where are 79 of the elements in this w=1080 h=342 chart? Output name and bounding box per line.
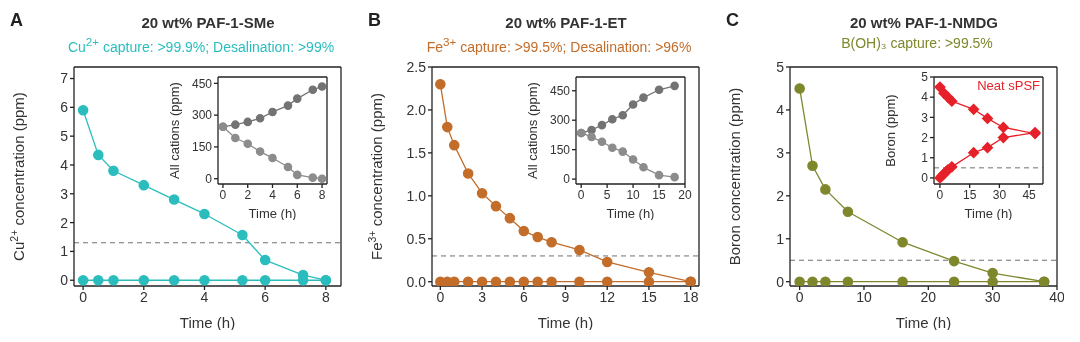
x-tick-label: 40 [1049, 288, 1065, 305]
y-tick-label: 2.0 [406, 101, 427, 118]
x-tick-label: 9 [561, 288, 570, 305]
y-tick-label: 0.0 [406, 273, 427, 290]
x-tick-label: 18 [682, 288, 699, 305]
y-tick-label: 5 [60, 128, 69, 145]
y-tick-label: 0 [205, 171, 213, 186]
x-tick-label: 0 [219, 187, 227, 202]
y-tick-label: 1 [921, 151, 929, 166]
x-axis-title: Time (h) [606, 206, 655, 221]
y-tick-label: 2 [60, 214, 69, 231]
x-tick-label: 15 [962, 187, 977, 202]
x-axis-title: Time (h) [248, 206, 297, 221]
x-tick-label: 6 [293, 187, 301, 202]
x-tick-label: 4 [269, 187, 277, 202]
x-tick-label: 12 [599, 288, 616, 305]
y-tick-label: 6 [60, 99, 69, 116]
y-tick-label: 1 [60, 243, 69, 260]
x-tick-label: 5 [603, 187, 611, 202]
y-tick-label: 0 [921, 171, 929, 186]
y-tick-label: 300 [191, 108, 213, 123]
y-tick-label: 5 [921, 70, 929, 85]
y-tick-label: 300 [549, 113, 571, 128]
x-tick-label: 45 [1022, 187, 1037, 202]
x-tick-label: 8 [318, 187, 326, 202]
annotation: Neat sPSF [977, 78, 1040, 93]
y-tick-label: 3 [921, 110, 929, 125]
x-tick-label: 30 [992, 187, 1007, 202]
x-tick-label: 3 [478, 288, 487, 305]
y-tick-label: 450 [191, 76, 213, 91]
y-tick-label: 0 [563, 172, 571, 187]
y-tick-label: 4 [60, 156, 69, 173]
y-tick-label: 0 [776, 273, 785, 290]
text: C [726, 10, 739, 31]
y-tick-label: 150 [549, 142, 571, 157]
y-axis-title: Boron (ppm) [883, 94, 898, 167]
chart-title: 20 wt% PAF-1-ET [504, 14, 628, 31]
y-axis-title: Boron concentration (ppm) [726, 87, 743, 266]
x-tick-label: 0 [795, 288, 804, 305]
y-tick-label: 7 [60, 70, 69, 87]
y-tick-label: 5 [776, 58, 785, 75]
x-tick-label: 10 [856, 288, 872, 305]
x-tick-label: 0 [577, 187, 585, 202]
x-tick-label: 20 [678, 187, 692, 202]
text: B [368, 10, 381, 31]
chart-subtitle: Fe$^{3+}$ capture: >99.5%; Desalination: >96% [425, 35, 693, 55]
x-tick-label: 0 [936, 187, 944, 202]
y-tick-label: 450 [549, 84, 571, 98]
x-tick-label: 15 [652, 187, 667, 202]
y-tick-label: 3 [776, 144, 785, 161]
x-tick-label: 2 [139, 288, 148, 305]
x-tick-label: 6 [261, 288, 270, 305]
x-tick-label: 30 [984, 288, 1001, 305]
y-tick-label: 150 [191, 140, 213, 155]
y-tick-label: 2 [921, 130, 929, 145]
x-tick-label: 6 [519, 288, 528, 305]
x-tick-label: 8 [321, 288, 330, 305]
chart-title: 20 wt% PAF-1-NMDG [848, 14, 1000, 31]
chart-subtitle: B(OH)₃ capture: >99.5% [840, 35, 994, 51]
chart-title: 20 wt% PAF-1-SMe [140, 14, 276, 31]
y-tick-label: 2.5 [406, 58, 427, 75]
x-tick-label: 15 [641, 288, 657, 305]
x-tick-label: 0 [436, 288, 445, 305]
y-tick-label: 4 [921, 90, 929, 105]
x-tick-label: 0 [79, 288, 88, 305]
text: A [10, 10, 23, 31]
y-tick-label: 0 [60, 272, 69, 289]
chart-subtitle: Cu$^{2+}$ capture: >99.9%; Desalination: >99% [66, 35, 336, 55]
x-tick-label: 2 [244, 187, 252, 202]
y-tick-label: 1 [776, 230, 785, 247]
y-axis-title: All cations (ppm) [167, 82, 182, 179]
y-tick-label: 1.5 [406, 144, 427, 161]
x-tick-label: 10 [626, 187, 641, 202]
y-tick-label: 0.5 [406, 230, 427, 247]
y-tick-label: 4 [776, 101, 785, 118]
y-tick-label: 1.0 [406, 187, 427, 204]
x-axis-title: Time (h) [964, 206, 1013, 221]
x-tick-label: 20 [920, 288, 937, 305]
y-axis-title: All cations (ppm) [525, 82, 540, 179]
